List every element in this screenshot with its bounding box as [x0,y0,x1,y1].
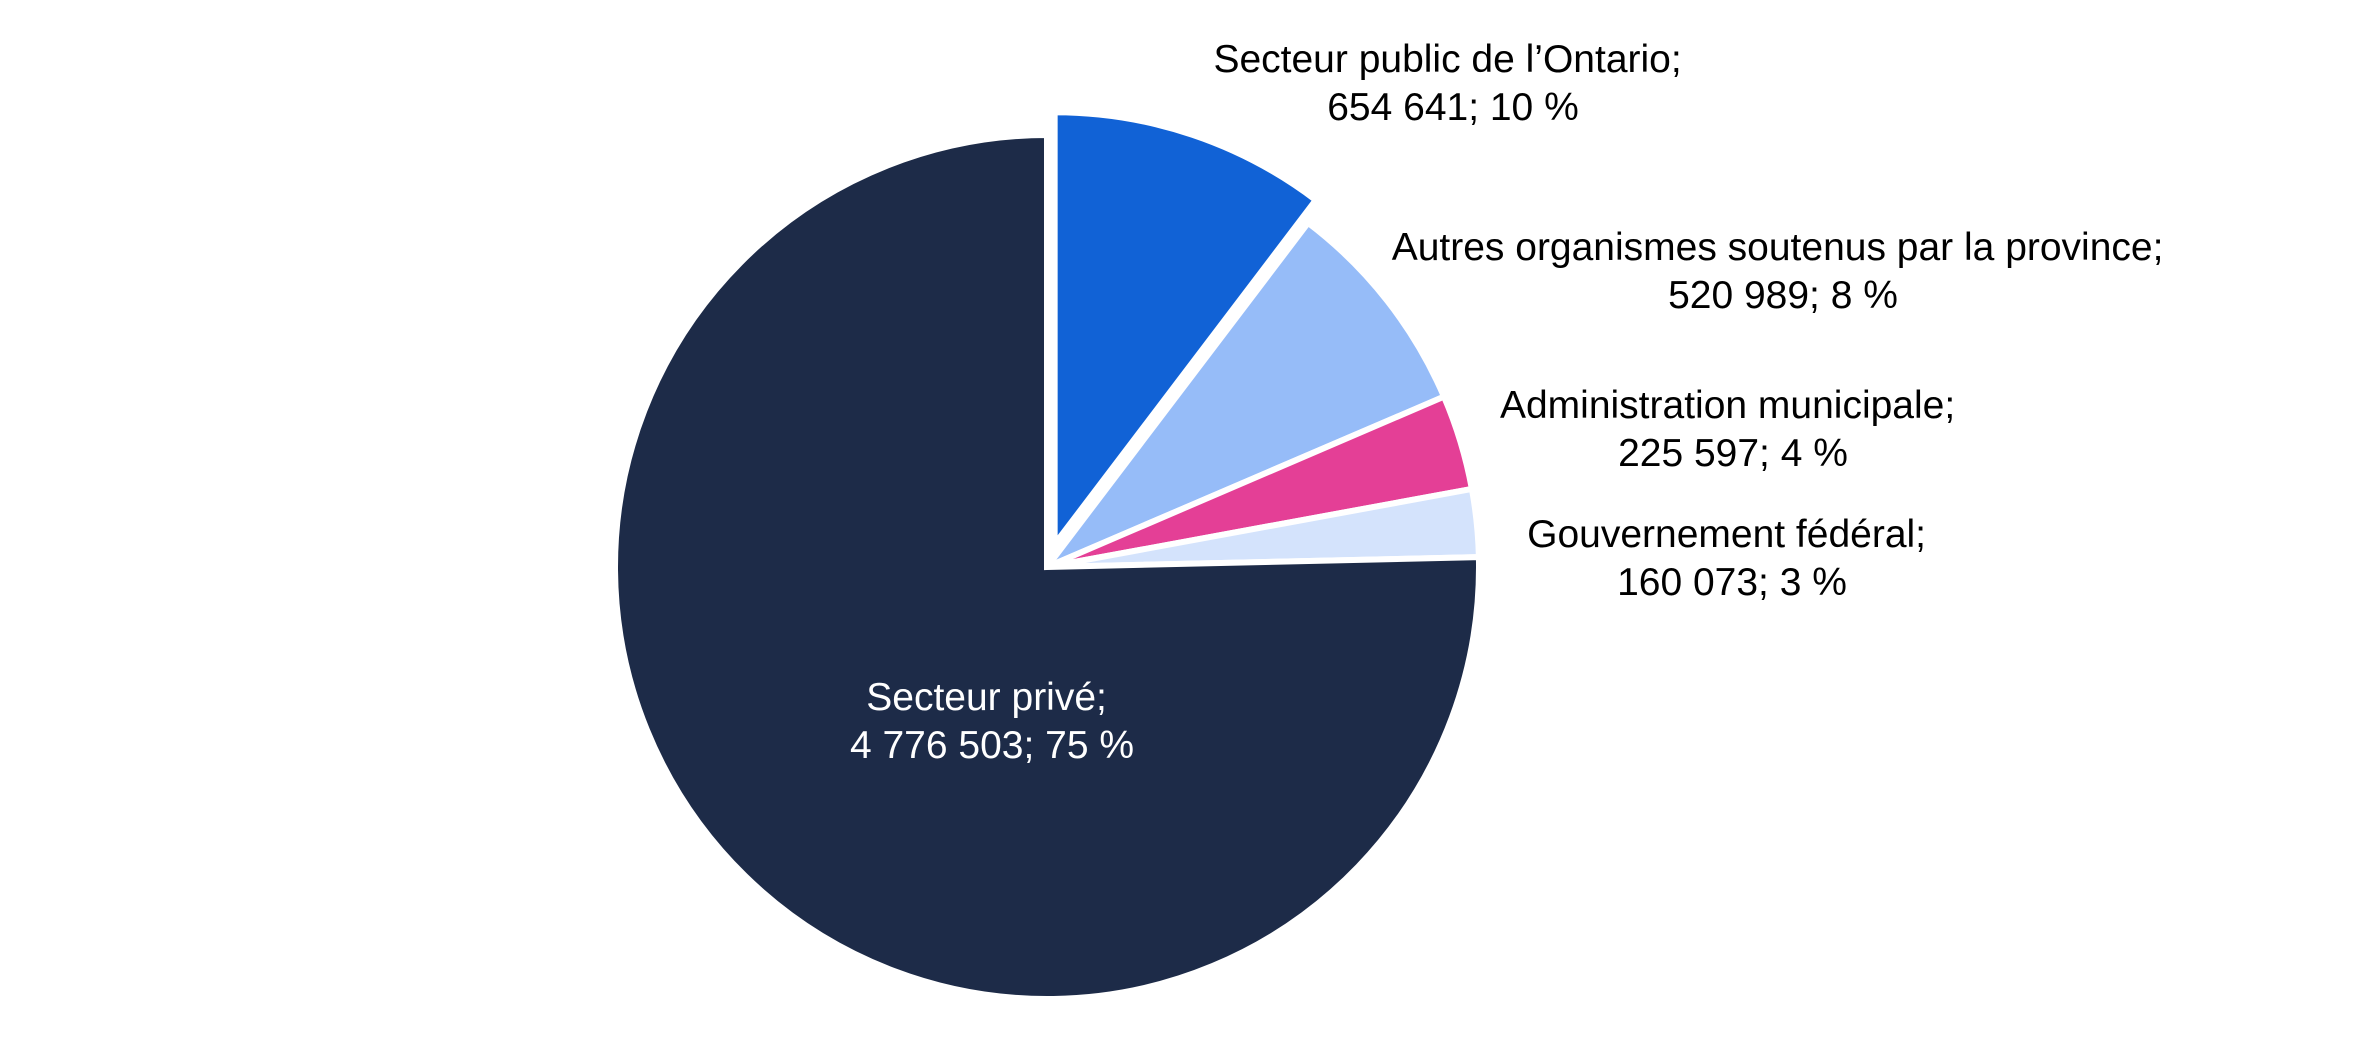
label-autres-organismes: Autres organismes soutenus par la provin… [1392,226,2175,317]
label-gouvernement-federal: Gouvernement fédéral; 160 073; 3 % [1527,513,1937,604]
label-secteur-prive: Secteur privé; 4 776 503; 75 % [850,676,1134,767]
pie-slices [612,109,1482,1002]
label-administration-municipale: Administration municipale; 225 597; 4 % [1500,384,1966,475]
slice-labels: Secteur public de l’Ontario; 654 641; 10… [850,38,2175,767]
pie-slice-0 [1051,109,1320,554]
pie-slice-1 [1037,218,1448,575]
label-secteur-public-ontario: Secteur public de l’Ontario; 654 641; 10… [1213,38,1692,129]
pie-slice-4 [612,131,1482,1002]
